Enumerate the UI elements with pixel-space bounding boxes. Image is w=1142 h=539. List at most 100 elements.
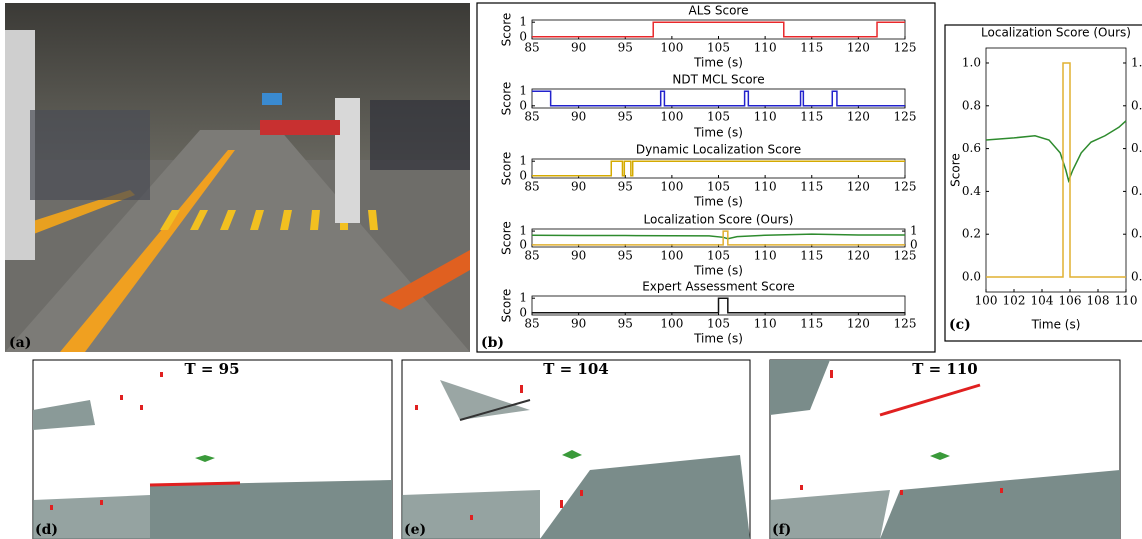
x-axis-label: Time (s) <box>693 264 743 278</box>
y-tick-label: 0 <box>519 305 527 319</box>
y2-tick-label: 0.2 <box>1131 227 1142 241</box>
x-tick-label: 95 <box>618 180 633 194</box>
y2-tick-label: 0.6 <box>1131 141 1142 155</box>
x-tick-label: 100 <box>660 110 683 124</box>
y-tick-label: 0 <box>519 29 527 43</box>
x-tick-label: 120 <box>847 249 870 263</box>
y-tick-label: 0.0 <box>962 270 981 284</box>
map-title: T = 110 <box>912 360 978 378</box>
x-tick-label: 102 <box>1003 294 1026 308</box>
y-axis-label: Score <box>500 289 514 323</box>
x-tick-label: 110 <box>754 249 777 263</box>
x-tick-label: 125 <box>894 110 917 124</box>
y-tick-label: 0.6 <box>962 141 981 155</box>
chart-title: Localization Score (Ours) <box>981 26 1131 40</box>
x-tick-label: 95 <box>618 110 633 124</box>
panel-label: (f) <box>772 522 791 538</box>
series-line <box>986 121 1126 181</box>
x-tick-label: 90 <box>571 180 586 194</box>
x-tick-label: 125 <box>894 180 917 194</box>
y-tick-label: 0.4 <box>962 184 981 198</box>
x-tick-label: 125 <box>894 41 917 55</box>
panel-label: (a) <box>9 335 31 351</box>
x-tick-label: 95 <box>618 249 633 263</box>
x-tick-label: 90 <box>571 110 586 124</box>
y-tick-label: 0 <box>519 237 527 251</box>
x-tick-label: 90 <box>571 41 586 55</box>
series-line <box>532 234 905 239</box>
chart-title: Localization Score (Ours) <box>644 213 794 227</box>
x-axis-label: Time (s) <box>693 126 743 140</box>
x-tick-label: 110 <box>1115 294 1138 308</box>
y-tick-label: 1.0 <box>962 55 981 69</box>
chart-title: ALS Score <box>689 4 749 18</box>
x-tick-label: 100 <box>660 180 683 194</box>
y-tick-label: 1 <box>519 154 527 168</box>
x-tick-label: 110 <box>754 180 777 194</box>
panel-label: (b) <box>481 335 504 351</box>
y-axis-label: Score <box>500 221 514 255</box>
x-tick-label: 105 <box>707 110 730 124</box>
x-tick-label: 108 <box>1087 294 1110 308</box>
series-line <box>532 91 905 106</box>
x-tick-label: 100 <box>660 317 683 331</box>
x-tick-label: 104 <box>1031 294 1054 308</box>
y-tick-label: 0.8 <box>962 98 981 112</box>
map <box>770 360 1120 539</box>
y2-tick-label: 0 <box>910 237 918 251</box>
panel-label: (d) <box>35 522 58 538</box>
panel-label: (c) <box>949 317 971 333</box>
x-tick-label: 110 <box>754 110 777 124</box>
y-tick-label: 1 <box>519 84 527 98</box>
x-tick-label: 105 <box>707 249 730 263</box>
panel-label: (e) <box>404 522 426 538</box>
x-tick-label: 105 <box>707 180 730 194</box>
map <box>402 360 750 539</box>
x-tick-label: 115 <box>800 110 823 124</box>
x-axis-label: Time (s) <box>1031 318 1081 332</box>
x-tick-label: 105 <box>707 41 730 55</box>
chart-title: NDT MCL Score <box>672 73 764 87</box>
series-line <box>532 161 905 176</box>
x-tick-label: 110 <box>754 317 777 331</box>
y-tick-label: 1 <box>519 224 527 238</box>
series-line <box>986 63 1126 277</box>
chart-title: Expert Assessment Score <box>642 280 795 294</box>
chart-title: Dynamic Localization Score <box>636 143 801 157</box>
x-tick-label: 120 <box>847 110 870 124</box>
x-axis-label: Time (s) <box>693 332 743 346</box>
series-line <box>532 298 905 313</box>
photo <box>5 3 470 352</box>
y-axis-label: Score <box>500 13 514 47</box>
y2-tick-label: 0.4 <box>1131 184 1142 198</box>
x-tick-label: 110 <box>754 41 777 55</box>
x-axis-label: Time (s) <box>693 195 743 209</box>
series-line <box>532 231 905 245</box>
x-tick-label: 90 <box>571 249 586 263</box>
y-axis-label: Score <box>500 82 514 116</box>
x-tick-label: 105 <box>707 317 730 331</box>
plot-frame <box>986 48 1126 292</box>
x-tick-label: 125 <box>894 317 917 331</box>
y2-tick-label: 0.0 <box>1131 270 1142 284</box>
x-tick-label: 115 <box>800 249 823 263</box>
x-tick-label: 120 <box>847 41 870 55</box>
y2-tick-label: 1.0 <box>1131 55 1142 69</box>
y-tick-label: 0 <box>519 98 527 112</box>
y-tick-label: 0 <box>519 168 527 182</box>
x-tick-label: 115 <box>800 180 823 194</box>
x-tick-label: 100 <box>660 41 683 55</box>
x-tick-label: 95 <box>618 41 633 55</box>
map-title: T = 104 <box>543 360 609 378</box>
x-tick-label: 120 <box>847 180 870 194</box>
x-tick-label: 106 <box>1059 294 1082 308</box>
x-tick-label: 100 <box>660 249 683 263</box>
y-tick-label: 1 <box>519 291 527 305</box>
x-tick-label: 90 <box>571 317 586 331</box>
figure: (a) (b) (c) (d) (e) (f) T = 95 T = 104 T… <box>0 0 1142 539</box>
x-axis-label: Time (s) <box>693 56 743 70</box>
y-tick-label: 1 <box>519 15 527 29</box>
x-tick-label: 95 <box>618 317 633 331</box>
x-tick-label: 115 <box>800 41 823 55</box>
y-axis-label: Score <box>949 153 963 187</box>
